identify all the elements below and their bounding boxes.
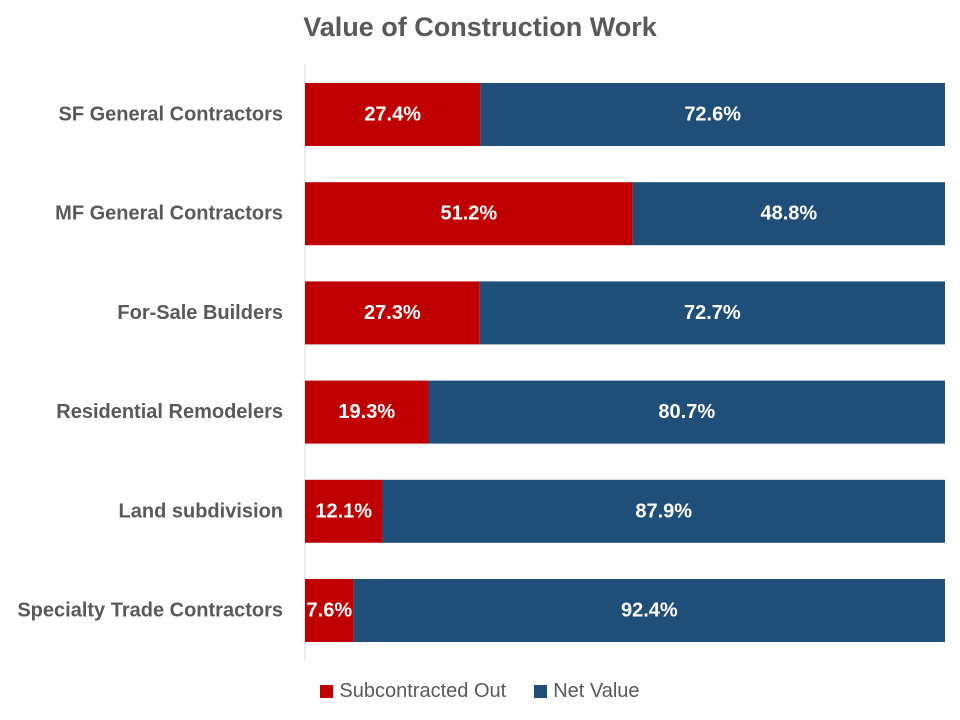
chart-title: Value of Construction Work	[303, 12, 657, 42]
bar-net-value	[479, 281, 945, 345]
bar-net-value	[632, 182, 945, 246]
data-label: 92.4%	[621, 600, 678, 622]
data-label: 27.3%	[364, 302, 421, 324]
category-label: Residential Remodelers	[56, 401, 283, 423]
legend-label-net-value: Net Value	[553, 680, 640, 702]
bar-subcontracted-out	[305, 182, 633, 246]
data-label: 72.7%	[684, 302, 741, 324]
data-label: 72.6%	[684, 104, 741, 126]
data-label: 27.4%	[364, 104, 421, 126]
data-label: 80.7%	[658, 401, 715, 423]
legend-label-subcontracted: Subcontracted Out	[339, 680, 507, 702]
bar-subcontracted-out	[305, 380, 429, 444]
legend-swatch-net-value	[534, 685, 548, 698]
bar-subcontracted-out	[305, 579, 354, 642]
category-label: Specialty Trade Contractors	[17, 600, 283, 622]
bar-net-value	[382, 479, 945, 543]
category-label: SF General Contractors	[58, 104, 283, 126]
data-label: 12.1%	[315, 500, 372, 522]
bar-net-value	[353, 579, 945, 642]
category-label: For-Sale Builders	[117, 302, 283, 324]
category-label: Land subdivision	[119, 500, 283, 522]
data-label: 7.6%	[307, 600, 353, 622]
data-label: 87.9%	[635, 500, 692, 522]
bar-subcontracted-out	[305, 281, 480, 345]
chart-legend: Subcontracted Out Net Value	[0, 680, 960, 703]
legend-item-net-value: Net Value	[534, 680, 640, 703]
legend-swatch-subcontracted	[320, 685, 334, 698]
bar-subcontracted-out	[305, 83, 481, 146]
data-label: 48.8%	[760, 203, 817, 225]
data-label: 51.2%	[440, 203, 497, 225]
category-label: MF General Contractors	[55, 203, 283, 225]
bar-subcontracted-out	[305, 479, 383, 543]
bar-net-value	[480, 83, 945, 146]
legend-item-subcontracted: Subcontracted Out	[320, 680, 506, 703]
bar-net-value	[428, 380, 945, 444]
data-label: 19.3%	[338, 401, 395, 423]
